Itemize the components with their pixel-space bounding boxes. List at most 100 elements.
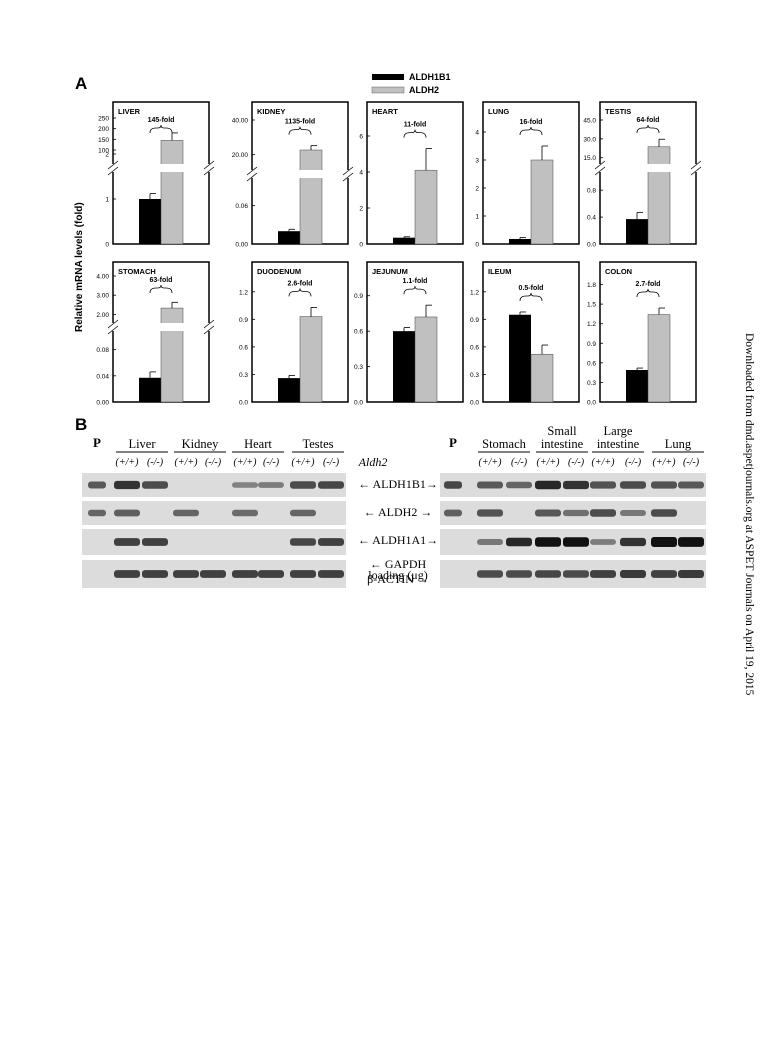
chart-duodenum: DUODENUM 0.0 0.3 0.6 0.9 1.2 2.6-fold [239,261,349,407]
blot-band [535,537,561,547]
blot-band [173,509,199,517]
chart-title: HEART [372,107,398,116]
lane-p-label: P [449,435,457,450]
blot-band [563,570,589,578]
genotype-label: (+/+) [292,457,316,468]
protein-label-aldh2: ← ALDH2 → [364,505,433,519]
blot-band [114,480,140,490]
blot-band [318,481,344,489]
blot-band [232,509,258,517]
y-tick-label: 45.0 [583,118,596,125]
y-tick-label: 0 [359,242,363,249]
y-tick-label: 1 [105,197,109,204]
axis-break-mark [203,319,215,329]
tissue-label: Testes [302,437,333,451]
protein-label-aldh1b1: ← ALDH1B1→ [358,477,438,491]
blot-band [651,570,677,578]
axis-break-mark [594,160,606,170]
bar-aldh1b1 [509,238,531,244]
bar-aldh2 [647,314,671,403]
bar-aldh2 [160,307,184,403]
axis-break-mark [342,166,354,176]
blot-band [620,570,646,578]
blot-band [506,481,532,489]
gene-label: Aldh2 [358,455,388,469]
y-tick-label: 1.5 [587,302,596,309]
blot-band [620,481,646,489]
chart-title: DUODENUM [257,267,301,276]
y-tick-label: 20.00 [232,152,249,159]
blot-band [114,509,140,517]
bar-aldh2 [414,316,438,403]
y-tick-label: 2 [105,152,109,159]
blot-band [290,570,316,578]
y-tick-label: 3 [475,158,479,165]
y-tick-label: 0.04 [96,373,109,380]
tissue-label: Heart [244,437,272,451]
axis-break-mark [107,166,119,176]
chart-ileum: ILEUM 0.0 0.3 0.6 0.9 1.2 0.5-fold [470,261,580,407]
blot-band [258,570,284,578]
y-tick-label: 0.9 [239,317,248,324]
bar-aldh1b1 [139,377,161,402]
blot-left: P Liver Kidney Heart Testes (+/+) (-/-) (+/+) (-… [82,435,346,588]
y-tick-label: 0 [475,242,479,249]
bar-aldh2 [530,353,554,403]
y-tick-label: 0.3 [587,380,596,387]
bar-aldh2 [414,169,438,245]
y-tick-label: 0.6 [587,360,596,367]
blot-band [477,481,503,489]
chart-title: COLON [605,267,632,276]
axis-break-mark [690,166,702,176]
y-tick-label: 1 [475,214,479,221]
blot-band [651,537,677,547]
bar-aldh1b1 [278,231,300,244]
genotype-label: (+/+) [175,457,199,468]
tissue-label: Small [547,424,577,438]
y-tick-label: 0.8 [587,188,596,195]
tissue-label: Kidney [182,437,220,451]
legend: ALDH1B1 ALDH2 [371,72,451,95]
genotype-label: (+/+) [653,457,677,468]
fold-brace [149,124,173,134]
blot-band [318,570,344,578]
genotype-label: (-/-) [625,457,642,468]
fold-label: 145-fold [148,117,175,124]
y-tick-label: 6 [359,134,363,141]
chart-title: LUNG [488,107,509,116]
tissue-label: Liver [128,437,156,451]
blot-band [88,509,106,517]
blot-band [477,570,503,578]
blot-band [142,570,168,578]
y-tick-label: 4 [475,130,479,137]
lane-p-label: P [93,435,101,450]
axis-break-gap [101,323,221,331]
axis-break-mark [203,325,215,335]
blot-band [563,537,589,547]
chart-stomach: STOMACH 0.00 0.04 0.08 2.00 3.00 4.00 63-fold [96,261,221,407]
axis-break-mark [107,325,119,335]
blot-band [678,537,704,547]
y-tick-label: 4 [359,170,363,177]
y-tick-label: 0.3 [470,372,479,379]
fold-label: 2.6-fold [288,280,313,287]
genotype-label: (-/-) [323,457,340,468]
blot-band [477,509,503,517]
y-tick-label: 40.00 [232,118,249,125]
fold-brace [519,292,543,302]
blot-band [535,570,561,578]
y-tick-label: 0.6 [470,344,479,351]
blot-band [444,509,462,517]
blot-band [651,509,677,517]
y-tick-label: 0.0 [587,400,596,407]
fold-brace [288,126,312,135]
blot-band [590,509,616,517]
protein-label-aldh1a1: ← ALDH1A1→ [358,533,438,547]
chart-jejunum: JEJUNUM 0.0 0.3 0.6 0.9 1.1-fold [354,261,464,407]
fold-label: 63-fold [150,277,173,284]
y-tick-label: 3.00 [96,293,109,300]
blot-band [590,570,616,578]
bar-aldh2 [299,149,323,245]
chart-title: JEJUNUM [372,267,408,276]
bar-aldh1b1 [278,378,300,402]
